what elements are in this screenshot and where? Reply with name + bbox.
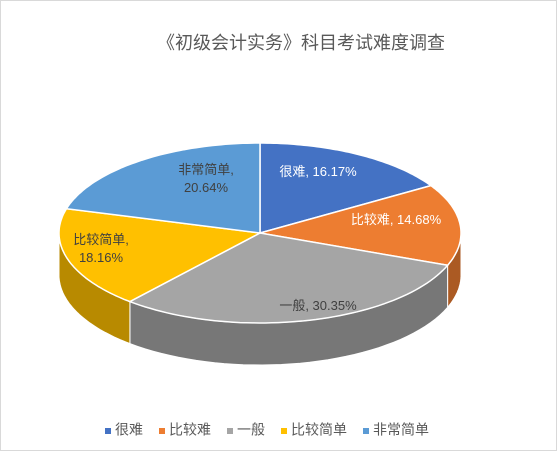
data-label: 比较难, 14.68%: [350, 212, 442, 227]
legend-marker: [227, 428, 233, 434]
legend-marker: [159, 428, 165, 434]
slice: [58, 207, 263, 303]
legend-marker: [105, 428, 111, 434]
slice: [259, 184, 462, 267]
data-label: 一般, 30.35%: [279, 298, 357, 313]
slice: [65, 142, 261, 234]
legend-label: 非常简单: [373, 422, 429, 438]
legend-label: 很难: [115, 422, 143, 438]
legend-label: 比较简单: [291, 422, 347, 438]
data-label: 非常简单, 20.64%: [178, 162, 234, 195]
legend-label: 比较难: [169, 422, 211, 438]
slice: [128, 232, 450, 324]
chart-title: 《初级会计实务》科目考试难度调查: [157, 33, 445, 53]
legend-marker: [281, 428, 287, 434]
slice: [259, 142, 433, 234]
data-label: 很难, 16.17%: [279, 164, 357, 179]
legend-marker: [363, 428, 369, 434]
legend-label: 一般: [237, 422, 265, 438]
data-label: 比较简单, 18.16%: [73, 232, 129, 265]
